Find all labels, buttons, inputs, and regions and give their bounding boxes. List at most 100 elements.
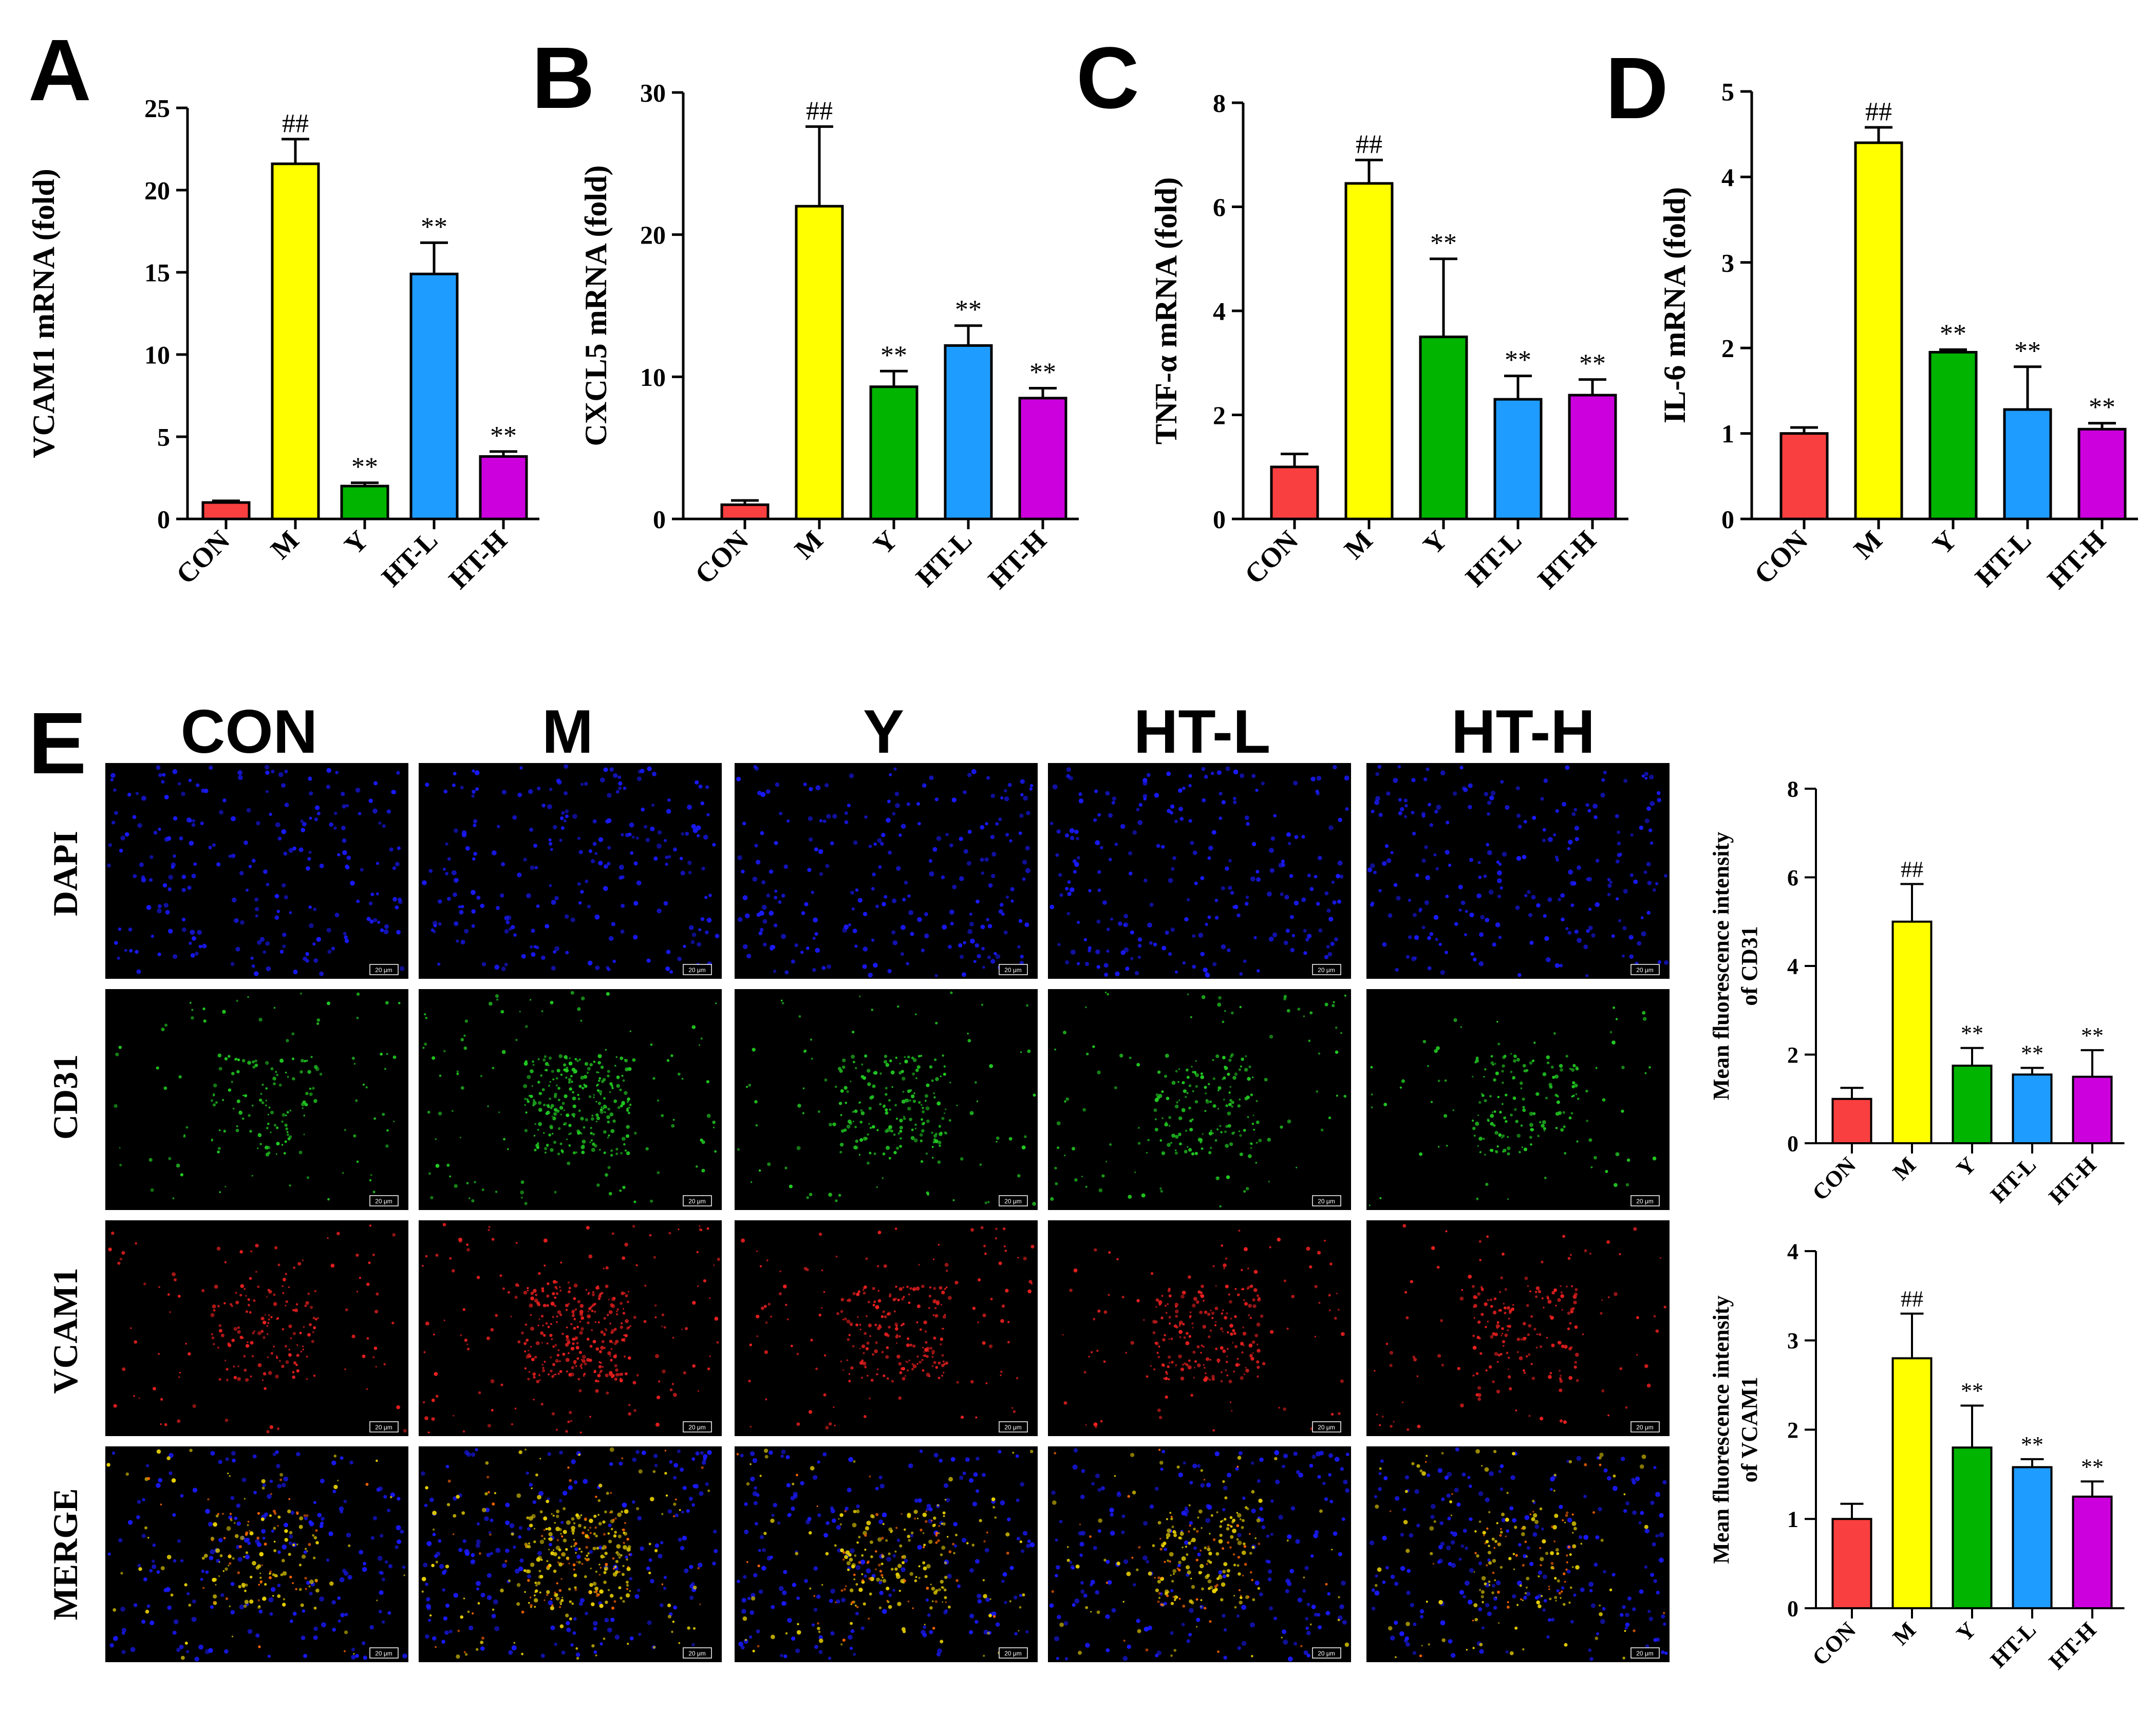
signal-dot [395,862,400,867]
signal-dot [234,1522,236,1524]
signal-dot [319,1596,325,1602]
signal-dot [909,1287,912,1290]
signal-dot [445,1565,449,1569]
signal-dot [1405,1316,1409,1319]
signal-dot [184,1642,188,1645]
signal-dot [1256,1360,1260,1364]
signal-dot [476,1587,479,1591]
y-tick-label: 20 [640,220,666,249]
signal-dot [608,1134,610,1137]
signal-dot [867,1082,871,1086]
signal-dot [896,1146,899,1150]
signal-dot [1220,1327,1223,1331]
signal-dot [543,1599,546,1601]
x-tick-label: HT-H [2041,525,2112,595]
signal-dot [1452,1109,1454,1111]
signal-dot [464,1338,468,1342]
signal-dot [1486,843,1489,847]
signal-dot [1502,1150,1505,1153]
signal-dot [598,1080,601,1082]
signal-dot [523,1291,528,1295]
signal-dot [915,1286,920,1291]
signal-dot [941,1117,945,1120]
signal-dot [1316,902,1320,906]
signal-dot [1531,1060,1534,1063]
signal-dot [1280,892,1284,897]
signal-dot [597,1321,600,1324]
signal-dot [611,1304,615,1309]
signal-dot [1203,968,1208,973]
signal-dot [699,1228,702,1232]
signal-dot [279,950,284,954]
signal-dot [902,1323,905,1326]
signal-dot [273,1527,276,1530]
signal-dot [1547,1299,1552,1304]
signal-dot [593,1310,596,1313]
signal-dot [1255,789,1259,792]
signal-dot [535,945,539,950]
signal-dot [818,1232,822,1236]
signal-dot [1164,1334,1166,1336]
signal-dot [117,956,120,960]
signal-dot [523,858,527,862]
signal-dot [263,1336,266,1339]
signal-dot [585,879,589,883]
signal-dot [548,838,552,842]
signal-dot [472,790,476,794]
signal-dot [223,1129,226,1133]
signal-dot [1065,887,1069,891]
signal-dot [222,1570,224,1572]
signal-dot [480,1075,483,1077]
signal-dot [1576,1379,1579,1382]
signal-dot [673,1605,678,1610]
signal-dot [621,1074,624,1077]
signal-dot [1595,902,1600,907]
signal-dot [213,1093,215,1096]
signal-dot [261,1379,264,1381]
signal-dot [1318,1052,1321,1055]
signal-dot [1523,1323,1526,1325]
signal-dot [1064,1100,1066,1103]
signal-dot [521,1196,523,1199]
signal-dot [599,1604,604,1608]
signal-dot [578,1109,581,1112]
signal-dot [1255,1120,1260,1124]
signal-dot [696,1165,698,1168]
signal-dot [1257,1349,1261,1353]
signal-dot [936,1101,941,1106]
signal-dot [1165,1312,1168,1314]
signal-dot [1317,855,1322,861]
signal-dot [162,883,167,888]
signal-dot [1011,1407,1014,1409]
signal-dot [259,1576,262,1579]
signal-dot [1657,797,1662,803]
signal-dot [429,1497,434,1502]
signal-dot [888,1294,892,1298]
signal-dot [646,1566,650,1571]
signal-dot [1542,839,1546,843]
signal-dot [952,1199,955,1201]
signal-dot [529,1523,533,1528]
signal-dot [210,1451,215,1456]
signal-dot [995,822,999,826]
signal-dot [263,1372,267,1375]
signal-dot [524,1591,526,1593]
scale-bar-label: 20 μm [375,966,392,974]
signal-dot [578,1548,581,1550]
signal-dot [1229,1401,1232,1403]
signal-dot [362,1354,366,1359]
y-tick-label: 2 [1213,401,1226,430]
signal-dot [531,1514,536,1519]
signal-dot [859,1361,864,1365]
signal-dot [465,846,470,851]
signal-dot [1120,824,1126,829]
signal-dot [703,1454,708,1459]
signal-dot [1024,922,1029,927]
signal-dot [1522,854,1527,860]
signal-dot [538,1318,540,1320]
signal-dot [277,1584,281,1588]
signal-dot [257,1599,260,1602]
signal-dot [332,1490,336,1494]
signal-dot [118,1046,122,1049]
signal-dot [254,897,259,902]
